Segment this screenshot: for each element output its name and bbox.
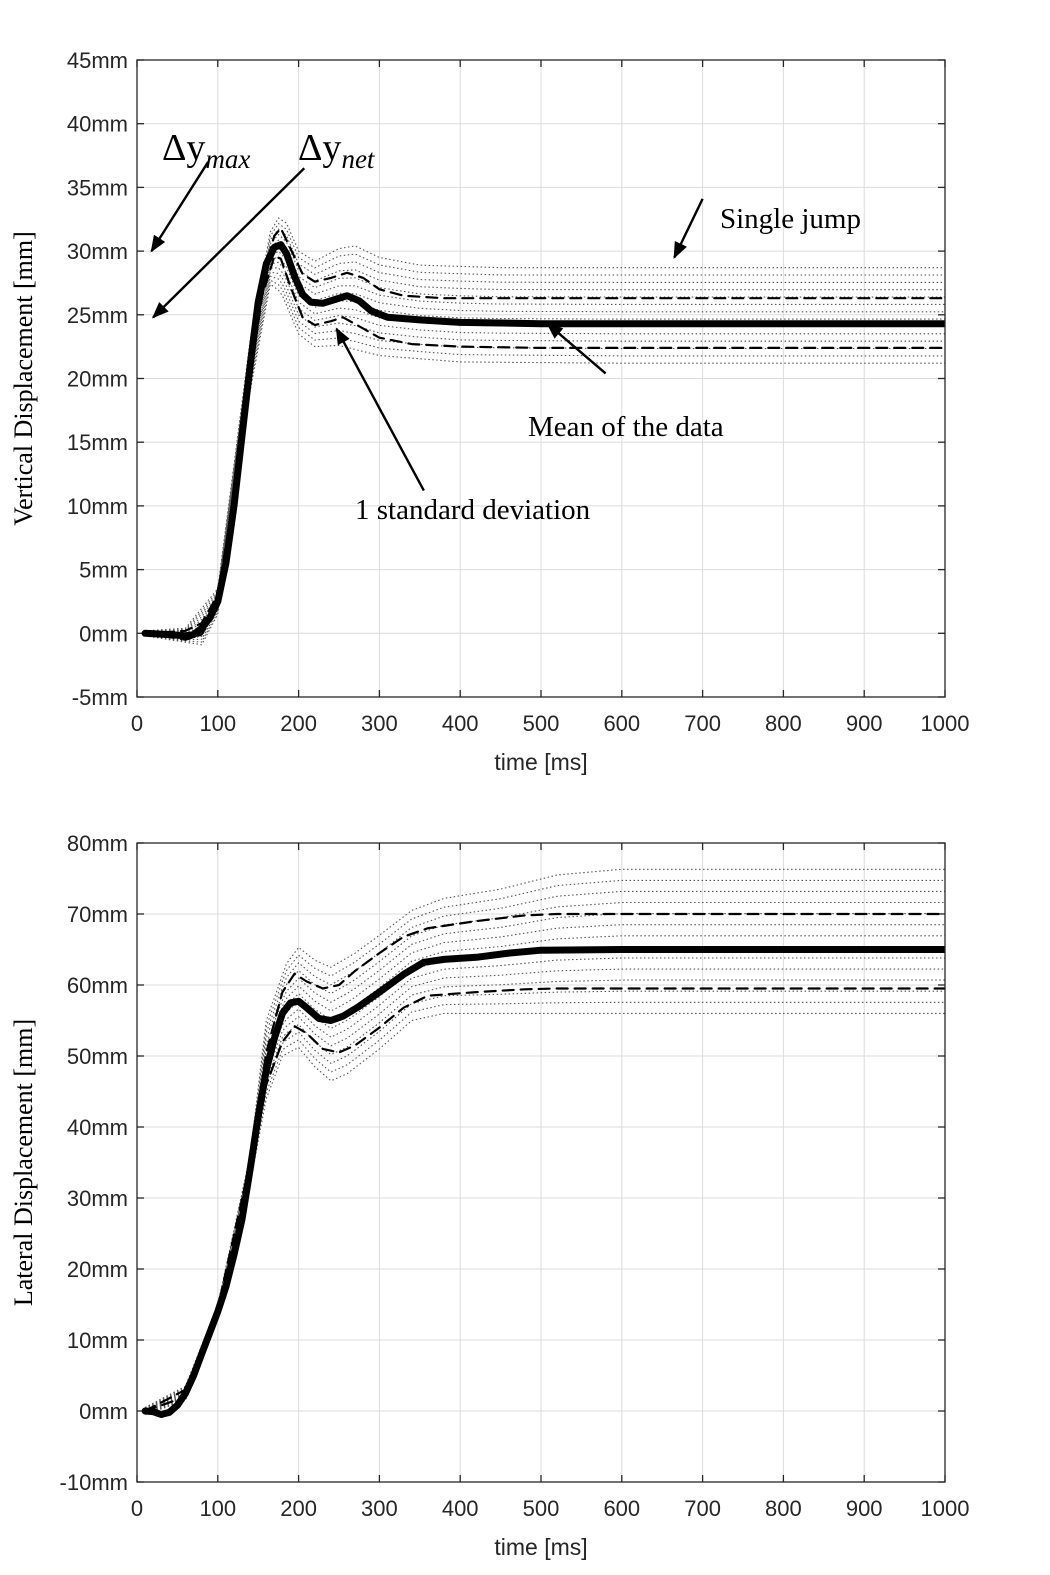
single-jump-line: [145, 271, 945, 640]
single-jump-line: [144, 879, 945, 1409]
single-jump-line: [145, 279, 945, 643]
y-axis-label: Lateral Displacement [mm]: [9, 1019, 38, 1306]
grid: [136, 842, 946, 1483]
y-tick-label: 20mm: [67, 367, 128, 392]
x-tick-label: 100: [199, 1496, 236, 1521]
y-tick-label: 60mm: [67, 973, 128, 998]
y-tick-label: 70mm: [67, 902, 128, 927]
std-deviation-line: [144, 987, 945, 1413]
std-deviation-line: [144, 912, 945, 1413]
annotation-label: Single jump: [720, 203, 861, 235]
y-tick-label: -5mm: [72, 685, 128, 710]
single-jump-line: [145, 222, 945, 632]
mean-line: [141, 946, 945, 1418]
single-jump-line: [145, 233, 945, 633]
single-jump-line: [144, 868, 945, 1408]
single-jump-line: [144, 990, 945, 1415]
single-jump-line: [145, 256, 945, 637]
x-tick-label: 500: [523, 1496, 560, 1521]
x-tick-label: 500: [523, 711, 560, 736]
x-tick-label: 200: [280, 1496, 317, 1521]
y-tick-label: 80mm: [67, 831, 128, 856]
single-jump-line: [145, 239, 945, 634]
std-deviation-line: [144, 227, 945, 634]
single-jump-line: [145, 261, 945, 638]
x-tick-label: 0: [131, 711, 143, 736]
plot-area: [141, 217, 945, 646]
x-tick-label: 900: [846, 1496, 883, 1521]
axes-frame: [136, 59, 946, 698]
single-jump-line: [145, 267, 945, 639]
mean-line: [141, 241, 945, 640]
single-jump-line: [145, 250, 945, 636]
annotation-delta-y-max: Δymax: [162, 127, 250, 174]
y-tick-label: 0mm: [79, 621, 128, 646]
single-jump-line: [144, 1012, 945, 1416]
annotation-delta-y-net: Δynet: [298, 127, 376, 174]
single-jump-line: [144, 968, 945, 1413]
y-tick-label: 15mm: [67, 430, 128, 455]
annotation-label: 1 standard deviation: [355, 494, 591, 526]
annotation-arrow: [150, 161, 210, 253]
single-jump-line: [144, 946, 945, 1412]
axes-frame: [136, 842, 946, 1483]
x-tick-label: 1000: [921, 711, 970, 736]
vertical-displacement-chart: 0 100 200 300 400 500 600 700 800 900 1000 -5mm 0mm 5…: [9, 48, 969, 775]
single-jump-line: [144, 935, 945, 1412]
y-tick-label: 45mm: [67, 48, 128, 73]
x-tick-label: 300: [361, 1496, 398, 1521]
x-tick-label: 0: [131, 1496, 143, 1521]
y-tick-label: 40mm: [67, 112, 128, 137]
y-tick-label: 25mm: [67, 303, 128, 328]
y-tick-label: 5mm: [79, 558, 128, 583]
y-tick-label: 10mm: [67, 1328, 128, 1353]
plot-area: [141, 868, 945, 1418]
single-jump-line: [144, 924, 945, 1411]
single-jump-line: [144, 979, 945, 1414]
std-deviation-line: [144, 255, 945, 641]
single-jump-line: [144, 890, 945, 1409]
y-tick-label: 0mm: [79, 1399, 128, 1424]
x-axis-label: time [ms]: [494, 1534, 587, 1560]
x-axis-label: time [ms]: [494, 749, 587, 775]
single-jump-line: [144, 901, 945, 1410]
x-tick-label: 200: [280, 711, 317, 736]
x-tick-label: 400: [442, 711, 479, 736]
single-jump-line: [145, 283, 945, 646]
x-tick-label: 900: [846, 711, 883, 736]
single-jump-line: [145, 275, 945, 641]
y-axis-label: Vertical Displacement [mm]: [9, 231, 38, 526]
y-tick-label: 40mm: [67, 1115, 128, 1140]
single-jump-line: [145, 228, 945, 633]
x-tick-label: 400: [442, 1496, 479, 1521]
x-tick-label: 600: [603, 711, 640, 736]
y-tick-label: 20mm: [67, 1257, 128, 1282]
lateral-displacement-chart: 0 100 200 300 400 500 600 700 800 900 1000 -10mm 0mm…: [9, 831, 969, 1560]
annotation-arrow: [335, 327, 425, 492]
x-tick-label: 1000: [921, 1496, 970, 1521]
x-tick-label: 300: [361, 711, 398, 736]
x-tick-label: 800: [765, 1496, 802, 1521]
y-tick-label: 30mm: [67, 239, 128, 264]
y-tick-label: 30mm: [67, 1186, 128, 1211]
y-tick-label: 35mm: [67, 175, 128, 200]
single-jump-line: [145, 217, 945, 632]
annotation-label: Mean of the data: [528, 411, 724, 443]
single-jump-line: [145, 244, 945, 635]
x-tick-label: 700: [684, 1496, 721, 1521]
x-tick-label: 600: [603, 1496, 640, 1521]
x-tick-label: 100: [199, 711, 236, 736]
y-tick-label: -10mm: [60, 1470, 128, 1495]
x-tick-label: 700: [684, 711, 721, 736]
annotation-arrow: [673, 198, 704, 259]
y-tick-label: 50mm: [67, 1044, 128, 1069]
grid: [136, 59, 946, 698]
y-tick-label: 10mm: [67, 494, 128, 519]
x-tick-label: 800: [765, 711, 802, 736]
annotation-arrow: [151, 167, 306, 319]
annotation-arrow: [546, 322, 607, 375]
